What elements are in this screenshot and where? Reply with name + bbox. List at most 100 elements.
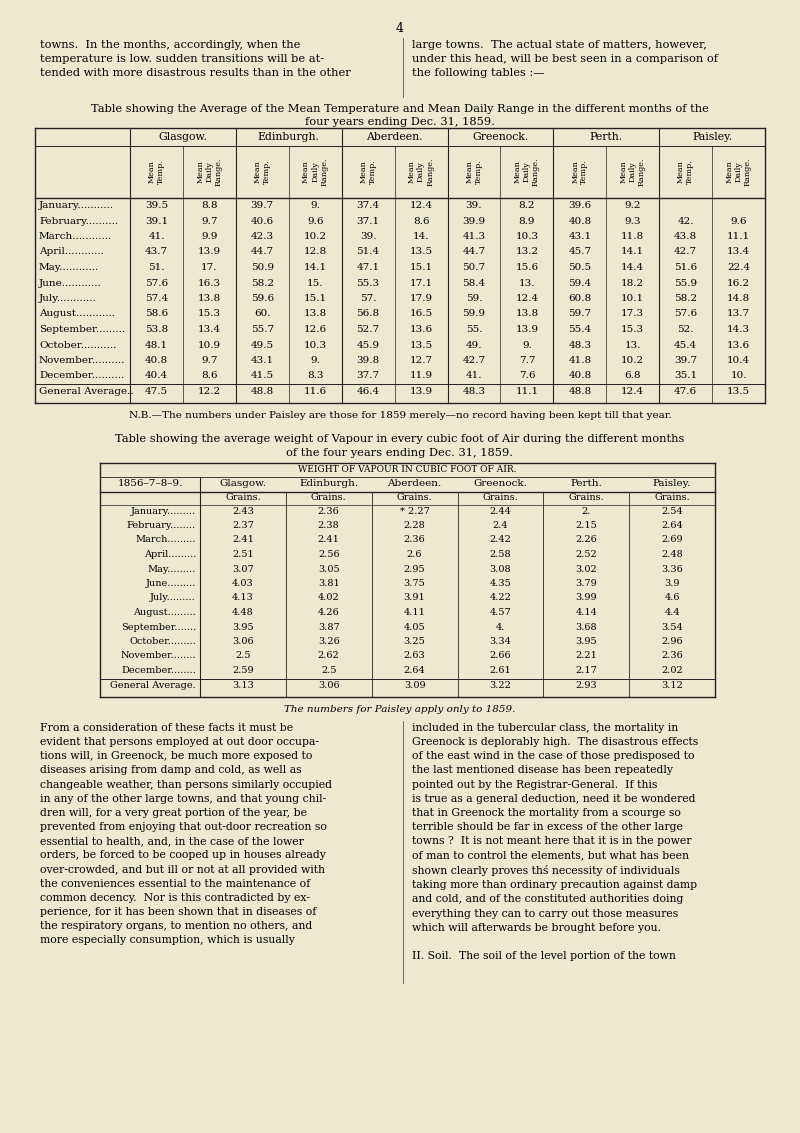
- Text: 37.4: 37.4: [357, 201, 380, 210]
- Text: 3.07: 3.07: [232, 564, 254, 573]
- Text: 58.4: 58.4: [462, 279, 486, 288]
- Text: 56.8: 56.8: [357, 309, 380, 318]
- Text: 49.: 49.: [466, 341, 482, 349]
- Text: 60.8: 60.8: [568, 293, 591, 303]
- Text: February..........: February..........: [39, 216, 118, 225]
- Text: 9.6: 9.6: [307, 216, 323, 225]
- Text: 48.3: 48.3: [568, 341, 591, 349]
- Text: August............: August............: [39, 309, 115, 318]
- Text: 11.9: 11.9: [410, 372, 433, 381]
- Text: 16.2: 16.2: [727, 279, 750, 288]
- Text: Perth.: Perth.: [570, 479, 602, 488]
- Text: 60.: 60.: [254, 309, 270, 318]
- Text: Table showing the average weight of Vapour in every cubic foot of Air during the: Table showing the average weight of Vapo…: [115, 434, 685, 444]
- Text: 10.2: 10.2: [304, 232, 326, 241]
- Text: September.......: September.......: [121, 622, 196, 631]
- Text: 40.6: 40.6: [250, 216, 274, 225]
- Text: 2.64: 2.64: [404, 666, 426, 675]
- Text: Mean
Daily
Range.: Mean Daily Range.: [514, 157, 540, 186]
- Text: large towns.  The actual state of matters, however,
under this head, will be bes: large towns. The actual state of matters…: [412, 40, 718, 78]
- Text: 3.13: 3.13: [232, 681, 254, 690]
- Text: 39.7: 39.7: [250, 201, 274, 210]
- Text: 4.57: 4.57: [490, 608, 511, 617]
- Text: March.........: March.........: [135, 536, 196, 545]
- Text: 13.8: 13.8: [515, 309, 538, 318]
- Text: 59.: 59.: [466, 293, 482, 303]
- Text: 2.95: 2.95: [404, 564, 426, 573]
- Text: 40.4: 40.4: [145, 372, 168, 381]
- Text: 39.8: 39.8: [357, 356, 380, 365]
- Text: 6.8: 6.8: [625, 372, 641, 381]
- Text: 3.26: 3.26: [318, 637, 340, 646]
- Text: 2.4: 2.4: [493, 521, 508, 530]
- Text: 4.: 4.: [496, 622, 505, 631]
- Text: 3.08: 3.08: [490, 564, 511, 573]
- Text: 3.87: 3.87: [318, 622, 340, 631]
- Text: 11.1: 11.1: [515, 387, 538, 397]
- Text: 10.2: 10.2: [621, 356, 644, 365]
- Text: 2.02: 2.02: [662, 666, 683, 675]
- Text: 12.4: 12.4: [410, 201, 433, 210]
- Text: 3.91: 3.91: [404, 594, 426, 603]
- Text: 39.6: 39.6: [568, 201, 591, 210]
- Text: 51.: 51.: [148, 263, 165, 272]
- Text: Grains.: Grains.: [482, 494, 518, 503]
- Text: 2.6: 2.6: [407, 550, 422, 559]
- Text: 2.36: 2.36: [662, 651, 683, 661]
- Text: 7.7: 7.7: [518, 356, 535, 365]
- Text: 58.2: 58.2: [674, 293, 697, 303]
- Text: 4: 4: [396, 22, 404, 35]
- Text: 39.5: 39.5: [145, 201, 168, 210]
- Text: Mean
Temp.: Mean Temp.: [148, 160, 165, 185]
- Text: 13.8: 13.8: [304, 309, 326, 318]
- Text: Grains.: Grains.: [568, 494, 604, 503]
- Text: May............: May............: [39, 263, 99, 272]
- Text: 2.41: 2.41: [232, 536, 254, 545]
- Text: 9.7: 9.7: [201, 356, 218, 365]
- Text: General Average.: General Average.: [110, 681, 196, 690]
- Text: 18.2: 18.2: [621, 279, 644, 288]
- Text: 2.62: 2.62: [318, 651, 340, 661]
- Text: 3.95: 3.95: [232, 622, 254, 631]
- Text: 2.64: 2.64: [662, 521, 683, 530]
- Text: 12.2: 12.2: [198, 387, 221, 397]
- Text: Grains.: Grains.: [311, 494, 346, 503]
- Text: 39.7: 39.7: [674, 356, 697, 365]
- Text: 41.5: 41.5: [250, 372, 274, 381]
- Text: August.........: August.........: [134, 608, 196, 617]
- Text: 40.8: 40.8: [145, 356, 168, 365]
- Text: Grains.: Grains.: [225, 494, 261, 503]
- Text: 15.1: 15.1: [304, 293, 326, 303]
- Text: 4.13: 4.13: [232, 594, 254, 603]
- Text: 2.61: 2.61: [490, 666, 511, 675]
- Text: 50.5: 50.5: [568, 263, 591, 272]
- Text: 3.25: 3.25: [404, 637, 426, 646]
- Text: 14.1: 14.1: [304, 263, 326, 272]
- Text: 13.6: 13.6: [727, 341, 750, 349]
- Text: 15.6: 15.6: [515, 263, 538, 272]
- Text: 49.5: 49.5: [250, 341, 274, 349]
- Text: 58.6: 58.6: [145, 309, 168, 318]
- Text: 2.51: 2.51: [232, 550, 254, 559]
- Text: 2.26: 2.26: [575, 536, 597, 545]
- Text: 55.7: 55.7: [250, 325, 274, 334]
- Text: Grains.: Grains.: [654, 494, 690, 503]
- Text: 13.5: 13.5: [410, 247, 433, 256]
- Text: 13.: 13.: [625, 341, 641, 349]
- Text: 10.9: 10.9: [198, 341, 221, 349]
- Text: 41.3: 41.3: [462, 232, 486, 241]
- Text: 39.9: 39.9: [462, 216, 486, 225]
- Text: 3.02: 3.02: [575, 564, 597, 573]
- Text: June.........: June.........: [146, 579, 196, 588]
- Text: 2.42: 2.42: [490, 536, 511, 545]
- Text: 50.7: 50.7: [462, 263, 486, 272]
- Text: 2.28: 2.28: [404, 521, 426, 530]
- Text: 48.1: 48.1: [145, 341, 168, 349]
- Text: December........: December........: [121, 666, 196, 675]
- Text: 2.56: 2.56: [318, 550, 339, 559]
- Text: Aberdeen.: Aberdeen.: [387, 479, 442, 488]
- Text: General Average..: General Average..: [39, 387, 134, 397]
- Text: 9.2: 9.2: [625, 201, 641, 210]
- Text: 59.4: 59.4: [568, 279, 591, 288]
- Text: included in the tubercular class, the mortality in
Greenock is deplorably high. : included in the tubercular class, the mo…: [412, 723, 698, 961]
